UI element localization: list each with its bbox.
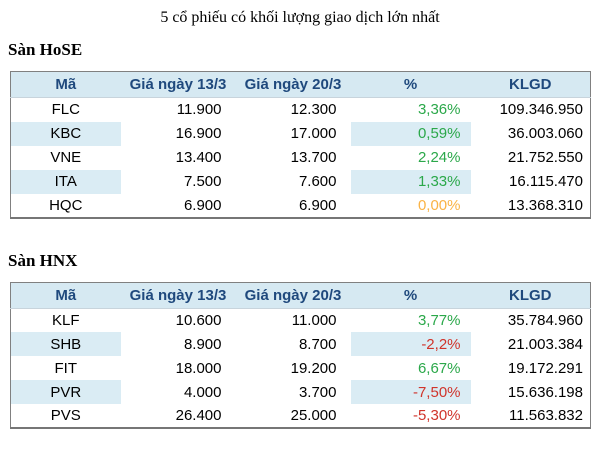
- ticker-cell: SHB: [10, 332, 121, 356]
- table-row: HQC 6.900 6.900 0,00% 13.368.310: [10, 193, 591, 218]
- volume-cell: 36.003.060: [470, 121, 591, 146]
- column-header-g13: Giá ngày 13/3: [120, 282, 236, 309]
- percent-change-cell: 0,00%: [350, 193, 471, 218]
- header-row: Mã Giá ngày 13/3 Giá ngày 20/3 % KLGD: [10, 282, 591, 309]
- price-13-3-cell: 18.000: [120, 356, 236, 380]
- price-20-3-cell: 17.000: [235, 121, 351, 146]
- price-13-3-cell: 6.900: [120, 193, 236, 218]
- percent-change-cell: 3,36%: [350, 97, 471, 122]
- price-13-3-cell: 26.400: [120, 404, 236, 428]
- table-row: FIT 18.000 19.200 6,67% 19.172.291: [10, 356, 591, 380]
- hose-table-body: FLC 11.900 12.300 3,36% 109.346.950 KBC 16.900…: [10, 97, 591, 218]
- ticker-cell: ITA: [10, 169, 121, 194]
- price-20-3-cell: 3.700: [235, 380, 351, 404]
- price-20-3-cell: 11.000: [235, 308, 351, 332]
- hnx-table: Mã Giá ngày 13/3 Giá ngày 20/3 % KLGD KL…: [10, 281, 591, 429]
- column-header-g13: Giá ngày 13/3: [120, 71, 236, 98]
- table-row: PVS 26.400 25.000 -5,30% 11.563.832: [10, 404, 591, 428]
- column-header-ma: Mã: [10, 71, 121, 98]
- table-row: VNE 13.400 13.700 2,24% 21.752.550: [10, 145, 591, 170]
- percent-change-cell: 1,33%: [350, 169, 471, 194]
- table-row: KLF 10.600 11.000 3,77% 35.784.960: [10, 308, 591, 332]
- percent-change-cell: 6,67%: [350, 356, 471, 380]
- page-title: 5 cổ phiếu có khối lượng giao dịch lớn n…: [160, 9, 440, 26]
- hose-table: Mã Giá ngày 13/3 Giá ngày 20/3 % KLGD FL…: [10, 71, 591, 219]
- price-13-3-cell: 7.500: [120, 169, 236, 194]
- price-13-3-cell: 13.400: [120, 145, 236, 170]
- percent-change-cell: -5,30%: [350, 404, 471, 428]
- ticker-cell: FIT: [10, 356, 121, 380]
- column-header-g20: Giá ngày 20/3: [235, 71, 351, 98]
- percent-change-cell: -2,2%: [350, 332, 471, 356]
- volume-cell: 21.752.550: [470, 145, 591, 170]
- volume-cell: 15.636.198: [470, 380, 591, 404]
- percent-change-cell: -7,50%: [350, 380, 471, 404]
- table-row: SHB 8.900 8.700 -2,2% 21.003.384: [10, 332, 591, 356]
- volume-cell: 35.784.960: [470, 308, 591, 332]
- column-header-pct: %: [350, 71, 471, 98]
- price-13-3-cell: 16.900: [120, 121, 236, 146]
- price-13-3-cell: 10.600: [120, 308, 236, 332]
- percent-change-cell: 3,77%: [350, 308, 471, 332]
- percent-change-cell: 0,59%: [350, 121, 471, 146]
- column-header-klgd: KLGD: [470, 71, 591, 98]
- ticker-cell: FLC: [10, 97, 121, 122]
- volume-cell: 21.003.384: [470, 332, 591, 356]
- column-header-g20: Giá ngày 20/3: [235, 282, 351, 309]
- price-20-3-cell: 8.700: [235, 332, 351, 356]
- price-20-3-cell: 25.000: [235, 404, 351, 428]
- price-20-3-cell: 12.300: [235, 97, 351, 122]
- section-title-hose: Sàn HoSE: [8, 40, 83, 59]
- price-20-3-cell: 19.200: [235, 356, 351, 380]
- table-row: FLC 11.900 12.300 3,36% 109.346.950: [10, 97, 591, 122]
- price-20-3-cell: 13.700: [235, 145, 351, 170]
- column-header-klgd: KLGD: [470, 282, 591, 309]
- ticker-cell: HQC: [10, 193, 121, 218]
- volume-cell: 11.563.832: [470, 404, 591, 428]
- price-13-3-cell: 11.900: [120, 97, 236, 122]
- ticker-cell: KBC: [10, 121, 121, 146]
- section-title-hnx: Sàn HNX: [8, 250, 78, 270]
- table-row: ITA 7.500 7.600 1,33% 16.115.470: [10, 169, 591, 194]
- volume-cell: 109.346.950: [470, 97, 591, 122]
- volume-cell: 16.115.470: [470, 169, 591, 194]
- ticker-cell: PVR: [10, 380, 121, 404]
- column-header-ma: Mã: [10, 282, 121, 309]
- volume-cell: 19.172.291: [470, 356, 591, 380]
- price-13-3-cell: 4.000: [120, 380, 236, 404]
- price-13-3-cell: 8.900: [120, 332, 236, 356]
- column-header-pct: %: [350, 282, 471, 309]
- table-row: KBC 16.900 17.000 0,59% 36.003.060: [10, 121, 591, 146]
- ticker-cell: PVS: [10, 404, 121, 428]
- hnx-table-body: KLF 10.600 11.000 3,77% 35.784.960 SHB 8.900 8.…: [10, 308, 591, 428]
- header-row: Mã Giá ngày 13/3 Giá ngày 20/3 % KLGD: [10, 71, 591, 98]
- price-20-3-cell: 6.900: [235, 193, 351, 218]
- table-row: PVR 4.000 3.700 -7,50% 15.636.198: [10, 380, 591, 404]
- ticker-cell: VNE: [10, 145, 121, 170]
- price-20-3-cell: 7.600: [235, 169, 351, 194]
- percent-change-cell: 2,24%: [350, 145, 471, 170]
- figure-page: 5 cổ phiếu có khối lượng giao dịch lớn n…: [0, 9, 600, 450]
- volume-cell: 13.368.310: [470, 193, 591, 218]
- ticker-cell: KLF: [10, 308, 121, 332]
